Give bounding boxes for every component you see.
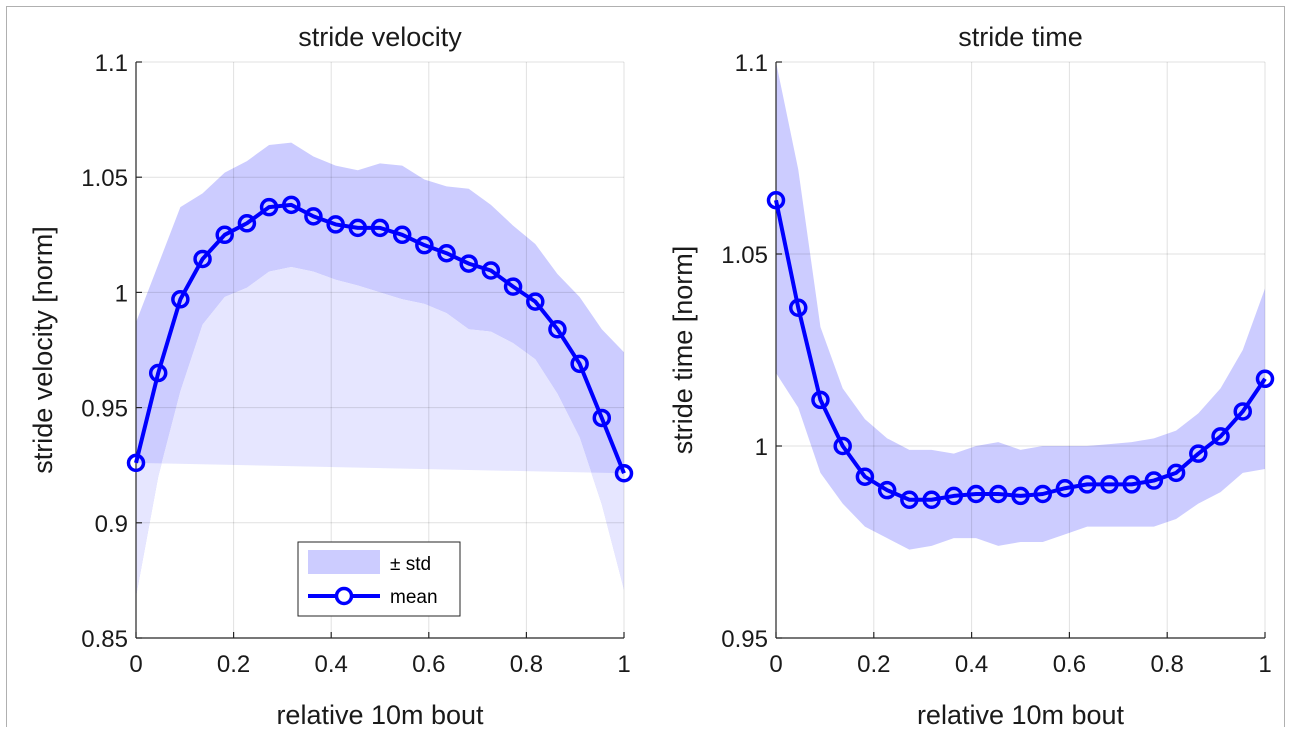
chart-title: stride velocity	[298, 22, 462, 52]
y-axis-label: stride time [norm]	[668, 246, 698, 455]
x-tick-label: 0.6	[1053, 651, 1086, 678]
y-tick-label: 1.05	[721, 242, 768, 269]
mean-point	[989, 484, 1008, 504]
mean-point	[392, 225, 412, 245]
mean-point	[1211, 427, 1230, 446]
y-tick-label: 1	[115, 280, 128, 307]
mean-point	[171, 290, 190, 309]
mean-point	[922, 490, 941, 510]
mean-point	[1055, 478, 1075, 498]
mean-point	[304, 207, 323, 226]
x-tick-label: 0	[129, 651, 142, 678]
mean-point	[877, 480, 897, 500]
x-axis-label: relative 10m bout	[276, 700, 484, 730]
legend: ± std mean	[297, 541, 461, 617]
std-band-overlap	[136, 267, 624, 597]
y-tick-label: 1.1	[95, 50, 128, 77]
mean-point	[481, 261, 501, 280]
mean-point	[193, 249, 212, 269]
figure-frame	[6, 6, 1285, 727]
legend-mean-label: mean	[390, 587, 438, 608]
mean-point	[326, 215, 345, 234]
chart-title: stride time	[958, 22, 1083, 52]
mean-point	[1122, 475, 1141, 494]
mean-line	[134, 202, 626, 475]
x-tick-label: 0.4	[955, 651, 988, 678]
x-tick-label: 1	[617, 651, 630, 678]
mean-point	[548, 320, 567, 339]
x-tick-label: 0.8	[1151, 651, 1184, 678]
mean-point	[614, 464, 634, 483]
legend-std-swatch	[308, 550, 380, 574]
mean-point	[415, 235, 434, 255]
mean-point	[526, 292, 545, 311]
mean-point	[370, 218, 390, 238]
mean-point	[282, 195, 301, 215]
mean-point	[944, 486, 964, 506]
mean-point	[788, 298, 808, 318]
mean-point	[1033, 484, 1052, 504]
mean-point	[1144, 471, 1164, 490]
mean-point	[259, 197, 279, 217]
mean-point	[503, 277, 523, 296]
x-axis-label: relative 10m bout	[917, 700, 1125, 730]
mean-point	[833, 436, 852, 456]
mean-point	[592, 408, 612, 428]
mean-point	[766, 190, 786, 210]
y-tick-label: 0.95	[81, 396, 128, 423]
x-tick-label: 0	[769, 651, 782, 678]
mean-point	[148, 363, 168, 383]
mean-point	[437, 243, 456, 263]
mean-point	[966, 484, 986, 504]
std-band	[136, 142, 624, 597]
mean-point	[348, 218, 368, 238]
x-tick-label: 1	[1258, 651, 1271, 678]
mean-point	[459, 254, 478, 273]
mean-line	[774, 199, 1267, 502]
x-tick-label: 0.2	[857, 651, 890, 678]
y-tick-label: 1.05	[81, 165, 128, 192]
chart-panel-1: 0 0.2 0.4 0.6 0.8 1 0.85 0.9 0.95 1 1.05 1.1 stride …	[28, 22, 634, 730]
std-band	[776, 62, 1265, 550]
mean-point	[1077, 475, 1097, 494]
mean-point	[855, 467, 875, 486]
chart-panel-2: 0 0.2 0.4 0.6 0.8 1 0.95 1 1.05 1.1 stride time rel…	[668, 22, 1275, 730]
mean-point	[570, 354, 589, 374]
y-tick-label: 0.95	[721, 626, 768, 653]
y-tick-label: 0.85	[81, 626, 128, 653]
mean-point	[1166, 463, 1186, 483]
y-axis-label: stride velocity [norm]	[28, 226, 58, 474]
y-tick-label: 1	[755, 434, 768, 461]
mean-point	[1189, 444, 1208, 463]
mean-point	[1255, 369, 1275, 389]
y-tick-label: 0.9	[95, 511, 128, 538]
mean-point	[900, 490, 919, 510]
x-tick-label: 0.4	[315, 651, 348, 678]
x-tick-label: 0.6	[412, 651, 445, 678]
mean-point	[126, 453, 146, 473]
mean-point	[1011, 486, 1030, 506]
legend-mean-marker	[334, 586, 354, 606]
x-tick-label: 0.8	[510, 651, 543, 678]
x-tick-label: 0.2	[217, 651, 250, 678]
y-tick-label: 1.1	[735, 50, 768, 77]
legend-std-label: ± std	[390, 554, 431, 575]
mean-point	[237, 214, 257, 233]
mean-point	[811, 390, 830, 410]
mean-point	[215, 225, 234, 245]
mean-point	[1100, 475, 1119, 494]
mean-point	[1233, 402, 1253, 421]
plot-area	[776, 62, 1265, 638]
